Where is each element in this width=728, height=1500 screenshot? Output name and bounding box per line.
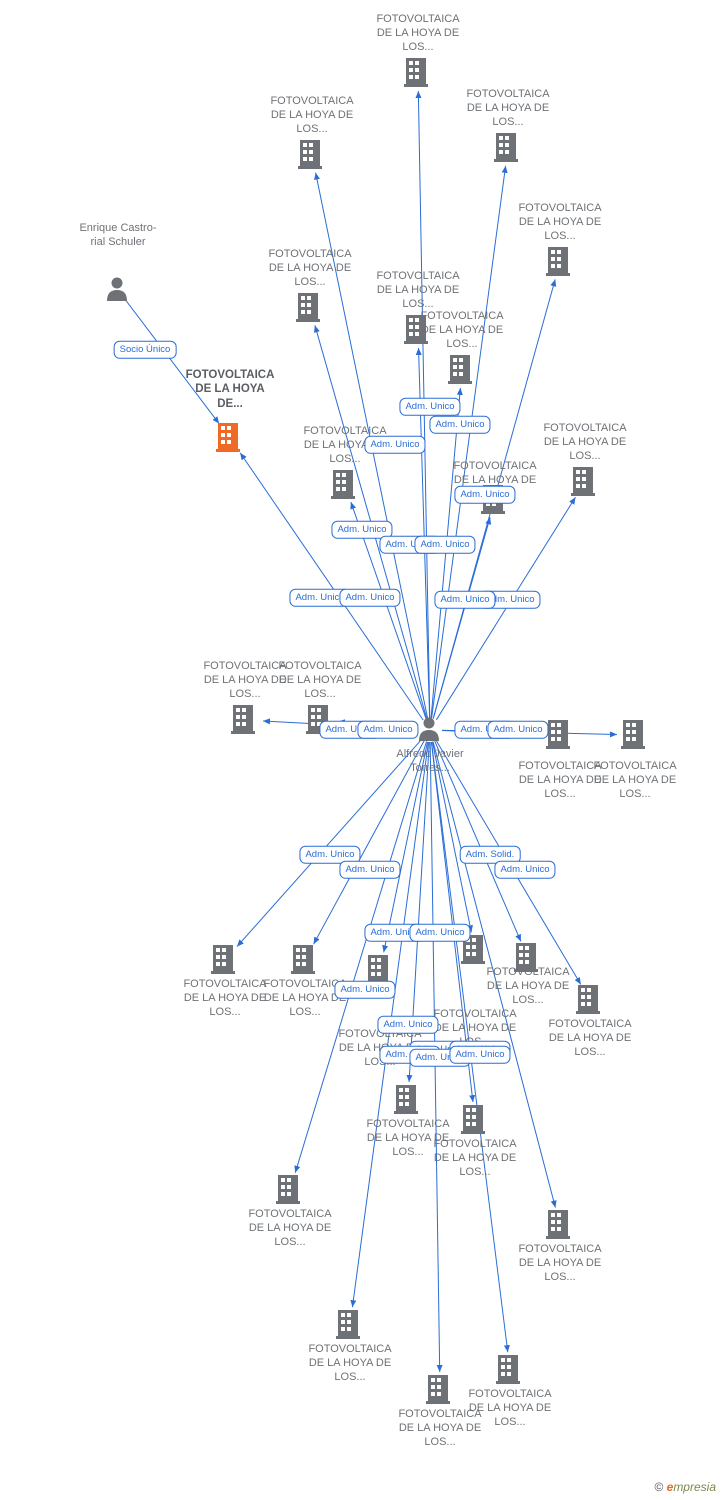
building-icon[interactable] [211,945,235,974]
person-label: Enrique Castro- rial Schuler [73,222,163,250]
edge-label: Adm. Unico [334,981,395,999]
company-label: FOTOVOLTAICA DE LA HOYA DE LOS... [245,1208,335,1249]
building-icon[interactable] [576,985,600,1014]
company-label: FOTOVOLTAICA DE LA HOYA DE LOS... [465,1388,555,1429]
edge-label: Adm. Unico [364,436,425,454]
building-icon[interactable] [494,133,518,162]
edge-label: Adm. Unico [409,924,470,942]
building-icon[interactable] [276,1175,300,1204]
building-icon[interactable] [546,1210,570,1239]
company-label: FOTOVOLTAICA DE LA HOYA DE LOS... [265,248,355,289]
building-icon[interactable] [216,423,240,452]
company-label: FOTOVOLTAICA DE LA HOYA DE LOS... [417,310,507,351]
edge-label: Adm. Unico [487,721,548,739]
building-icon[interactable] [366,955,390,984]
company-label: FOTOVOLTAICA DE LA HOYA DE LOS... [275,660,365,701]
edge [432,166,506,718]
company-label: FOTOVOLTAICA DE LA HOYA DE LOS... [430,1138,520,1179]
edge-label: Adm. Unico [339,589,400,607]
edge-label: Adm. Unico [414,536,475,554]
building-icon[interactable] [426,1375,450,1404]
company-label: FOTOVOLTAICA DE LA HOYA DE LOS... [540,422,630,463]
edge-label: Adm. Unico [339,861,400,879]
person-icon[interactable] [419,718,439,742]
building-icon[interactable] [296,293,320,322]
company-label: FOTOVOLTAICA DE LA HOYA DE LOS... [515,202,605,243]
edge-label: Adm. Unico [494,861,555,879]
edge-label: Adm. Unico [449,1046,510,1064]
person-label: Alfredo Javier Torres... [385,748,475,776]
person-icon[interactable] [107,278,127,302]
edge-label: Adm. Unico [429,416,490,434]
building-icon[interactable] [461,1105,485,1134]
company-label: FOTOVOLTAICA DE LA HOYA DE LOS... [267,95,357,136]
building-icon[interactable] [331,470,355,499]
central-company-label: FOTOVOLTAICA DE LA HOYA DE... [185,368,275,411]
building-icon[interactable] [291,945,315,974]
company-label: FOTOVOLTAICA DE LA HOYA DE LOS... [180,978,270,1019]
company-label: FOTOVOLTAICA DE LA HOYA DE LOS... [373,13,463,54]
building-icon[interactable] [448,355,472,384]
company-label: FOTOVOLTAICA DE LA HOYA DE LOS... [305,1343,395,1384]
edge-label: Adm. Unico [357,721,418,739]
company-label: FOTOVOLTAICA DE LA HOYA DE LOS... [590,760,680,801]
building-icon[interactable] [394,1085,418,1114]
building-icon[interactable] [496,1355,520,1384]
edge-label: Socio Único [114,341,177,359]
company-label: FOTOVOLTAICA DE LA HOYA DE LOS... [373,270,463,311]
building-icon[interactable] [404,58,428,87]
company-label: FOTOVOLTAICA DE LA HOYA DE LOS... [483,966,573,1007]
company-label: FOTOVOLTAICA DE LA HOYA DE LOS... [463,88,553,129]
company-label: FOTOVOLTAICA DE LA HOYA DE LOS... [515,1243,605,1284]
copyright-symbol: © [654,1480,663,1494]
building-icon[interactable] [546,247,570,276]
building-icon[interactable] [298,140,322,169]
edge-label: Adm. Unico [399,398,460,416]
edge-label: Adm. Unico [434,591,495,609]
edge-label: Adm. Unico [454,486,515,504]
building-icon[interactable] [231,705,255,734]
building-icon[interactable] [621,720,645,749]
brand-rest: mpresia [673,1480,716,1494]
building-icon[interactable] [571,467,595,496]
building-icon[interactable] [546,720,570,749]
company-label: FOTOVOLTAICA DE LA HOYA DE LOS... [545,1018,635,1059]
footer-credit: © empresia [654,1480,716,1494]
building-icon[interactable] [336,1310,360,1339]
edge-label: Adm. Unico [377,1016,438,1034]
